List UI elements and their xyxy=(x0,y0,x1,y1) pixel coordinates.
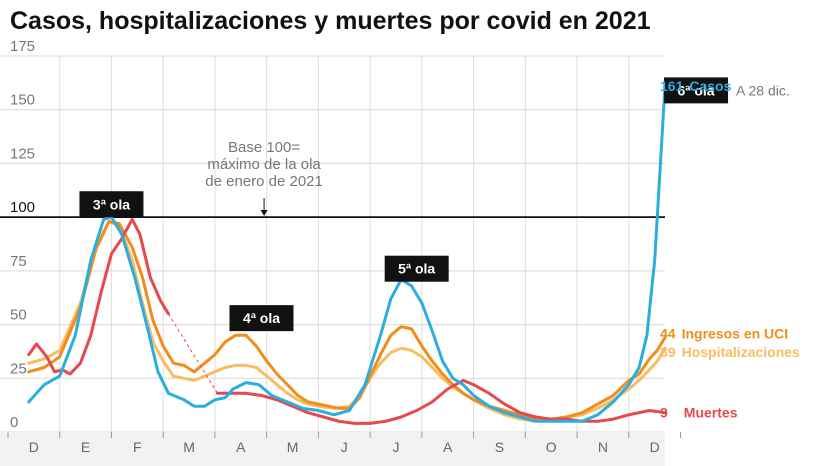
wave-label: 6ª ola xyxy=(677,82,714,98)
x-tick-label: M xyxy=(183,439,195,455)
end-value: 44 xyxy=(660,325,676,341)
wave-label-box xyxy=(664,77,729,104)
y-axis: 0 25 50 75 100 125 150 175 xyxy=(10,38,35,431)
end-label-muertes: 9 Muertes xyxy=(660,405,738,421)
end-value: 39 xyxy=(660,344,676,360)
end-label-ingresos-en-uci: 44 Ingresos en UCI xyxy=(660,325,788,341)
y-tick-label: 150 xyxy=(10,92,35,109)
wave-label: 5ª ola xyxy=(398,261,435,277)
x-tick-label: A xyxy=(443,439,453,455)
series-line-ingresos-en-uci xyxy=(27,219,667,421)
wave-label: 3ª ola xyxy=(93,196,130,212)
date-note: A 28 dic. xyxy=(736,82,790,98)
series-line-casos xyxy=(27,84,667,423)
y-tick-label: 100 xyxy=(10,199,35,216)
y-tick-label: 75 xyxy=(10,253,27,270)
wave-label-box xyxy=(79,191,144,218)
x-tick-label: E xyxy=(81,439,90,455)
end-name: Hospitalizaciones xyxy=(682,344,800,360)
end-name: Casos xyxy=(689,78,731,94)
y-tick-label: 125 xyxy=(10,145,35,162)
wave-label-box xyxy=(229,305,294,332)
wave-label-box xyxy=(384,255,449,282)
series-lines xyxy=(27,84,667,425)
x-tick-label: S xyxy=(495,439,504,455)
x-tick-label: J xyxy=(341,439,348,455)
x-tick-label: F xyxy=(133,439,142,455)
series-line-hospitalizaciones xyxy=(27,219,667,423)
annotation-line: máximo de la ola xyxy=(207,156,321,173)
y-tick-label: 175 xyxy=(10,38,35,55)
y-tick-label: 50 xyxy=(10,307,27,324)
end-label-casos: 161 Casos xyxy=(660,78,732,94)
annotation-arrow-head xyxy=(260,210,268,216)
series-line-muertes-b xyxy=(216,378,667,425)
chart-title: Casos, hospitalizaciones y muertes por c… xyxy=(10,7,651,35)
annotation-line: de enero de 2021 xyxy=(205,173,323,190)
wave-labels: 3ª ola 4ª ola 5ª ola 6ª ola A 28 dic. xyxy=(79,77,790,332)
x-tick-label: D xyxy=(650,439,660,455)
x-tick-label: J xyxy=(392,439,399,455)
x-axis-band xyxy=(0,432,665,466)
x-tick-label: O xyxy=(546,439,557,455)
x-tick-label: M xyxy=(287,439,299,455)
end-value: 9 xyxy=(660,405,668,421)
x-tick-label: D xyxy=(29,439,39,455)
end-name: Muertes xyxy=(684,405,738,421)
series-line-muertes xyxy=(27,217,170,376)
x-tick-label: A xyxy=(236,439,246,455)
end-label-hospitalizaciones: 39 Hospitalizaciones xyxy=(660,344,800,360)
wave-label: 4ª ola xyxy=(243,310,280,326)
annotation-line: Base 100= xyxy=(228,139,300,156)
end-value: 161 xyxy=(660,78,684,94)
y-tick-label: 25 xyxy=(10,360,27,377)
y-tick-label: 0 xyxy=(10,414,18,431)
x-tick-label: N xyxy=(598,439,608,455)
series-end-labels: 161 Casos 44 Ingresos en UCI 39 Hospitalizaci… xyxy=(660,78,800,421)
end-name: Ingresos en UCI xyxy=(682,325,789,341)
